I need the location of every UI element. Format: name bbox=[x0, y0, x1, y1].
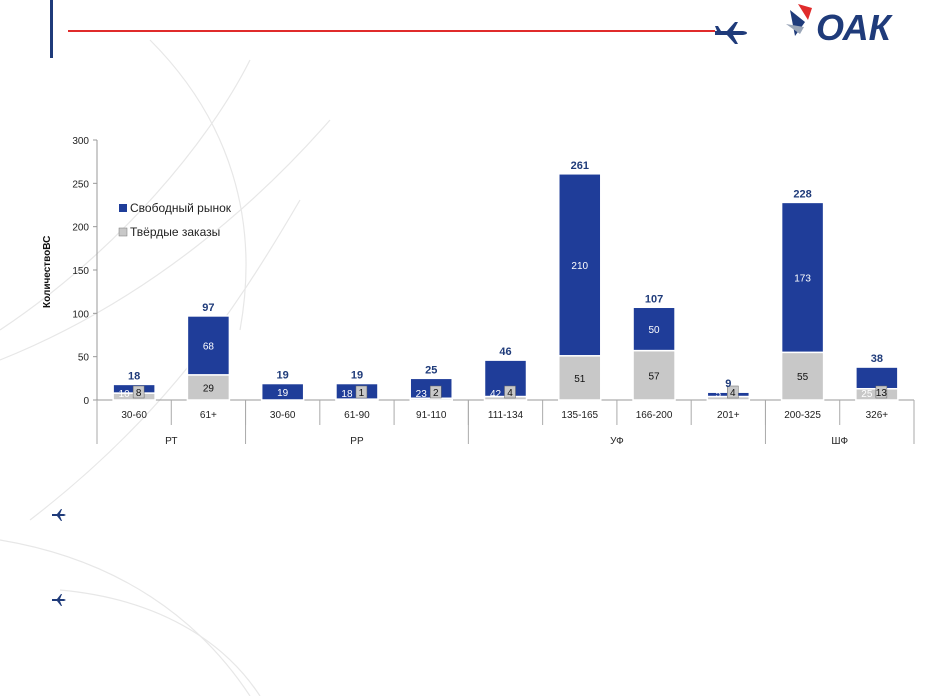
bar-total-label: 261 bbox=[571, 160, 589, 172]
bar-free-market-value: 23 bbox=[416, 389, 428, 400]
bar-free-market bbox=[855, 366, 899, 390]
bar-free-market-value: 50 bbox=[648, 325, 660, 336]
oak-logo: ОАК bbox=[786, 4, 894, 48]
bar-free-market-value: 19 bbox=[277, 388, 289, 399]
x-tick-label: 200-325 bbox=[784, 410, 821, 421]
bar-free-market-value: 173 bbox=[794, 273, 811, 284]
bar-free-market bbox=[558, 173, 602, 357]
bullet-airplane-icon bbox=[52, 594, 66, 606]
bar-firm-orders bbox=[632, 349, 676, 401]
bar-free-market-value: 18 bbox=[341, 389, 353, 400]
header-left-bar bbox=[50, 0, 53, 58]
bar-firm-orders-value: 4 bbox=[507, 388, 513, 399]
y-tick-label: 100 bbox=[72, 309, 89, 320]
bar-firm-orders-value-box bbox=[355, 385, 368, 399]
bar-firm-orders-value: 29 bbox=[203, 383, 215, 394]
x-group-label: РТ bbox=[165, 436, 177, 447]
bar-firm-orders-value: 57 bbox=[648, 371, 660, 382]
bar-total-label: 107 bbox=[645, 293, 663, 305]
bar-free-market-value: 5 bbox=[716, 389, 722, 400]
y-tick-label: 150 bbox=[72, 266, 89, 277]
bar-firm-orders-value: 13 bbox=[876, 388, 888, 399]
bar-firm-orders-value: 4 bbox=[730, 388, 736, 399]
bar-free-market-value: 68 bbox=[203, 341, 215, 352]
y-tick-label: 250 bbox=[72, 179, 89, 190]
bar-total-label: 97 bbox=[202, 302, 214, 314]
x-tick-label: 201+ bbox=[717, 410, 740, 421]
bar-firm-orders-value: 2 bbox=[433, 388, 439, 399]
chart-legend: Свободный рынок Твёрдые заказы bbox=[118, 201, 232, 239]
legend-swatch-free-market bbox=[119, 204, 127, 212]
bar-free-market-value: 210 bbox=[571, 261, 588, 272]
x-tick-label: 135-165 bbox=[561, 410, 598, 421]
bar-free-market bbox=[260, 382, 305, 401]
bar-total-label: 25 bbox=[425, 364, 437, 376]
x-tick-label: 61+ bbox=[200, 410, 217, 421]
bar-total-label: 19 bbox=[351, 370, 363, 382]
y-tick-label: 200 bbox=[72, 223, 89, 234]
bar-total-label: 18 bbox=[128, 370, 140, 382]
x-tick-label: 30-60 bbox=[121, 410, 147, 421]
bar-firm-orders-value-box bbox=[504, 385, 516, 399]
bar-firm-orders bbox=[558, 355, 602, 401]
y-tick-label: 300 bbox=[72, 136, 89, 147]
bar-firm-orders-value-box bbox=[875, 385, 888, 399]
bar-free-market-value: 25 bbox=[861, 389, 873, 400]
oak-logo-text: ОАК bbox=[816, 7, 894, 48]
bar-free-market-value: 10 bbox=[119, 389, 131, 400]
legend-swatch-firm-orders bbox=[118, 227, 128, 237]
x-tick-label: 91-110 bbox=[416, 410, 447, 421]
x-group-label: УФ bbox=[610, 436, 624, 447]
y-axis-title: КоличествоВС bbox=[42, 236, 53, 308]
bar-free-market-value: 42 bbox=[490, 389, 502, 400]
x-tick-label: 30-60 bbox=[270, 410, 296, 421]
bar-total-label: 38 bbox=[871, 353, 883, 365]
bar-total-label: 9 bbox=[725, 378, 731, 390]
airplane-icon bbox=[715, 22, 747, 44]
bar-firm-orders-value: 51 bbox=[574, 374, 586, 385]
bar-firm-orders-value-box bbox=[727, 385, 739, 399]
bar-free-market bbox=[186, 315, 231, 376]
x-group-label: РР bbox=[350, 436, 364, 447]
x-tick-label: 326+ bbox=[866, 410, 889, 421]
bar-firm-orders-value: 1 bbox=[359, 388, 365, 399]
bar-free-market bbox=[780, 201, 825, 354]
background-swoosh-decoration bbox=[0, 39, 331, 696]
bar-firm-orders-value-box bbox=[132, 385, 145, 399]
bar-total-label: 228 bbox=[793, 188, 811, 200]
x-tick-label: 61-90 bbox=[344, 410, 370, 421]
bar-free-market bbox=[632, 306, 676, 352]
oak-logo-star-icon bbox=[786, 4, 812, 36]
legend-label-firm-orders: Твёрдые заказы bbox=[130, 225, 220, 239]
bar-firm-orders bbox=[186, 374, 231, 401]
y-tick-label: 0 bbox=[83, 396, 89, 407]
bar-firm-orders-value: 55 bbox=[797, 372, 809, 383]
legend-label-free-market: Свободный рынок bbox=[130, 201, 232, 215]
y-tick-label: 50 bbox=[78, 353, 90, 364]
x-tick-label: 111-134 bbox=[488, 410, 524, 421]
bar-total-label: 46 bbox=[499, 346, 511, 358]
bar-total-label: 19 bbox=[277, 370, 289, 382]
bar-firm-orders-value: 8 bbox=[136, 388, 142, 399]
bullet-airplane-icon bbox=[52, 509, 66, 521]
x-tick-label: 166-200 bbox=[636, 410, 673, 421]
x-group-label: ШФ bbox=[831, 436, 848, 447]
bar-firm-orders-value-box bbox=[429, 385, 442, 399]
